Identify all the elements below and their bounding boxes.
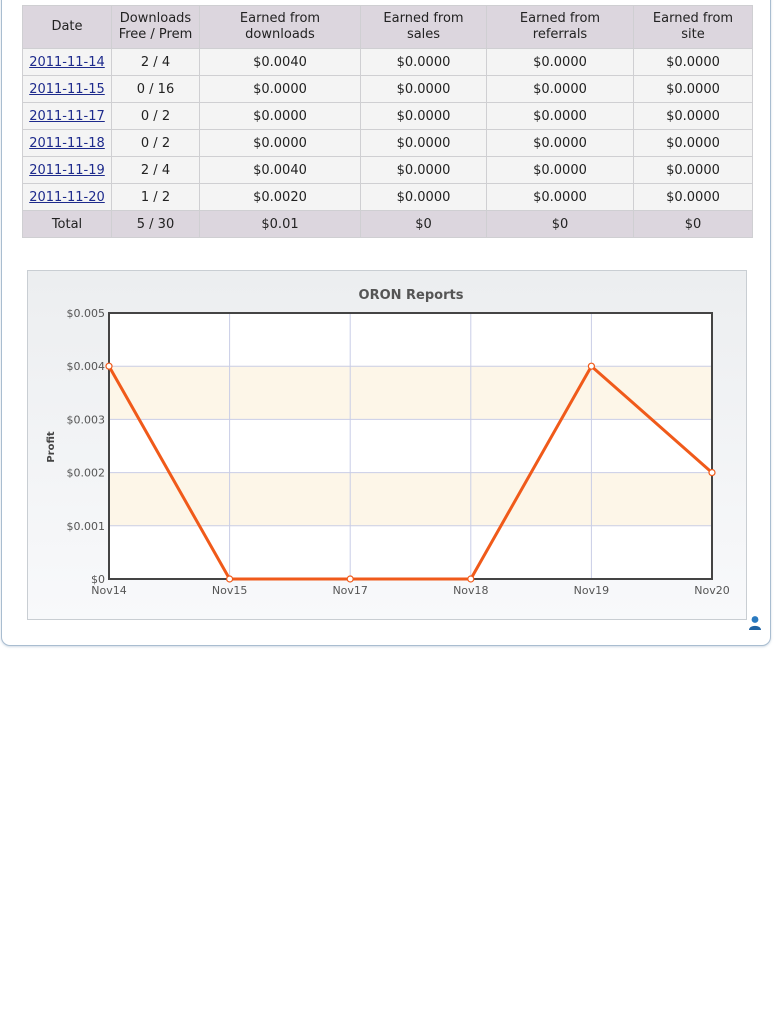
y-axis-ticks: $0 $0.001 $0.002 $0.003 $0.004 $0.005 (67, 307, 106, 586)
date-link[interactable]: 2011-11-18 (29, 135, 105, 151)
y-tick-label: $0.002 (67, 467, 106, 480)
y-tick-label: $0.004 (67, 360, 106, 373)
earned-downloads-cell: $0.0000 (199, 75, 361, 103)
total-earned-referrals: $0 (486, 210, 634, 238)
date-link[interactable]: 2011-11-20 (29, 189, 105, 205)
table-row: 2011-11-17 0 / 2 $0.0000 $0.0000 $0.0000… (22, 102, 753, 130)
downloads-cell: 0 / 2 (111, 102, 200, 130)
earned-site-cell: $0.0000 (633, 48, 753, 76)
downloads-cell: 1 / 2 (111, 183, 200, 211)
total-earned-site: $0 (633, 210, 753, 238)
earned-downloads-cell: $0.0020 (199, 183, 361, 211)
earned-referrals-cell: $0.0000 (486, 48, 634, 76)
x-axis-ticks: Nov14 Nov15 Nov17 Nov18 Nov19 Nov20 (91, 584, 729, 597)
earned-referrals-cell: $0.0000 (486, 156, 634, 184)
plot-band (109, 366, 712, 420)
user-icon[interactable] (748, 615, 762, 631)
table-row: 2011-11-14 2 / 4 $0.0040 $0.0000 $0.0000… (22, 48, 753, 76)
table-row: 2011-11-19 2 / 4 $0.0040 $0.0000 $0.0000… (22, 156, 753, 184)
header-earned-referrals: Earned from referrals (486, 5, 634, 49)
earned-referrals-cell: $0.0000 (486, 102, 634, 130)
earnings-table: Date Downloads Free / Prem Earned from dow… (22, 5, 753, 238)
earned-referrals-cell: $0.0000 (486, 183, 634, 211)
earned-site-cell: $0.0000 (633, 102, 753, 130)
x-tick-label: Nov15 (212, 584, 247, 597)
y-tick-label: $0.001 (67, 520, 106, 533)
total-earned-downloads: $0.01 (199, 210, 361, 238)
date-link[interactable]: 2011-11-19 (29, 162, 105, 178)
downloads-cell: 0 / 16 (111, 75, 200, 103)
total-downloads: 5 / 30 (111, 210, 200, 238)
header-downloads: Downloads Free / Prem (111, 5, 200, 49)
earned-sales-cell: $0.0000 (360, 102, 487, 130)
x-tick-label: Nov17 (332, 584, 367, 597)
date-link[interactable]: 2011-11-15 (29, 81, 105, 97)
header-earned-downloads: Earned from downloads (199, 5, 361, 49)
y-tick-label: $0 (91, 573, 105, 586)
profit-series (105, 362, 716, 583)
data-point (708, 469, 716, 477)
y-axis-title: Profit (46, 431, 57, 463)
earned-sales-cell: $0.0000 (360, 129, 487, 157)
downloads-cell: 2 / 4 (111, 48, 200, 76)
earned-downloads-cell: $0.0000 (199, 102, 361, 130)
earned-downloads-cell: $0.0040 (199, 156, 361, 184)
data-point (226, 575, 234, 583)
earned-site-cell: $0.0000 (633, 156, 753, 184)
table-row: 2011-11-18 0 / 2 $0.0000 $0.0000 $0.0000… (22, 129, 753, 157)
x-tick-label: Nov20 (694, 584, 729, 597)
earned-referrals-cell: $0.0000 (486, 129, 634, 157)
date-link[interactable]: 2011-11-17 (29, 108, 105, 124)
earned-site-cell: $0.0000 (633, 129, 753, 157)
date-link[interactable]: 2011-11-14 (29, 54, 105, 70)
table-row: 2011-11-15 0 / 16 $0.0000 $0.0000 $0.000… (22, 75, 753, 103)
header-earned-sales: Earned from sales (360, 5, 487, 49)
total-earned-sales: $0 (360, 210, 487, 238)
earned-sales-cell: $0.0000 (360, 75, 487, 103)
earned-site-cell: $0.0000 (633, 183, 753, 211)
profit-chart: ORON Reports Profit $0 $0.001 $0.002 $0.003… (27, 270, 747, 620)
earned-sales-cell: $0.0000 (360, 48, 487, 76)
plot-band (109, 472, 712, 526)
plot-bands (109, 313, 712, 579)
total-row: Total 5 / 30 $0.01 $0 $0 $0 (22, 210, 753, 238)
plot-background (109, 313, 712, 579)
x-tick-label: Nov18 (453, 584, 488, 597)
table-row: 2011-11-20 1 / 2 $0.0020 $0.0000 $0.0000… (22, 183, 753, 211)
downloads-cell: 2 / 4 (111, 156, 200, 184)
total-label: Total (22, 210, 112, 238)
y-tick-label: $0.005 (67, 307, 106, 320)
chart-title: ORON Reports (359, 288, 464, 303)
data-point (105, 362, 113, 370)
data-point (587, 362, 596, 370)
x-tick-label: Nov19 (574, 584, 609, 597)
plot-grid (109, 313, 712, 579)
data-point (467, 575, 475, 583)
header-date: Date (22, 5, 112, 49)
profit-line (107, 364, 713, 581)
x-tick-label: Nov14 (91, 584, 126, 597)
earned-downloads-cell: $0.0040 (199, 48, 361, 76)
earned-sales-cell: $0.0000 (360, 183, 487, 211)
data-point (346, 575, 354, 583)
earned-referrals-cell: $0.0000 (486, 75, 634, 103)
y-tick-label: $0.003 (67, 413, 106, 426)
header-earned-site: Earned from site (633, 5, 753, 49)
earned-site-cell: $0.0000 (633, 75, 753, 103)
earned-sales-cell: $0.0000 (360, 156, 487, 184)
downloads-cell: 0 / 2 (111, 129, 200, 157)
earned-downloads-cell: $0.0000 (199, 129, 361, 157)
chart-canvas: ORON Reports Profit $0 $0.001 $0.002 $0.003… (46, 288, 730, 597)
